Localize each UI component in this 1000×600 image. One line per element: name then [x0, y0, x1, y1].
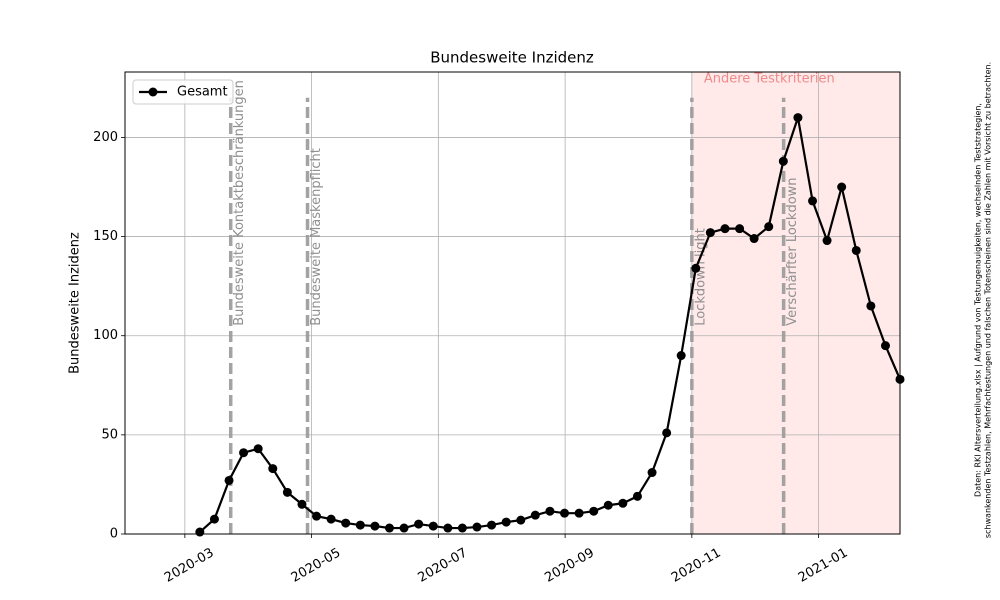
point [764, 222, 774, 232]
y-tick-label: 0 [110, 527, 118, 542]
x-tick-label: 2020-09 [542, 546, 597, 586]
point [851, 245, 861, 255]
point [414, 519, 424, 529]
point [341, 518, 351, 528]
point [880, 341, 890, 351]
point [720, 224, 730, 234]
point [253, 444, 263, 454]
point [574, 508, 584, 518]
y-tick-label: 50 [101, 427, 118, 442]
x-tick-label: 2020-11 [669, 546, 724, 586]
event-label: Bundesweite Maskenpflicht [309, 148, 324, 326]
plot-frame [124, 71, 901, 535]
x-tick-label: 2020-03 [162, 546, 217, 586]
point [326, 514, 336, 524]
point [457, 523, 467, 533]
point [443, 523, 453, 533]
source-note: Daten: RKI Altersverteilung.xlsx | Aufgr… [974, 103, 983, 497]
x-tick-label: 2020-05 [289, 546, 344, 586]
point [647, 468, 657, 478]
point [472, 522, 482, 532]
point [545, 506, 555, 516]
event-label: Lockdown light [693, 228, 708, 326]
point [837, 182, 847, 192]
point [793, 113, 803, 123]
point [195, 527, 205, 537]
point [487, 520, 497, 530]
region-label: Andere Testkriterien [704, 72, 835, 87]
point [603, 500, 613, 510]
y-tick-label: 200 [93, 130, 118, 145]
point [749, 234, 759, 244]
point [662, 428, 672, 438]
event-label: Verschärfter Lockdown [785, 177, 800, 325]
chart-title: Bundesweite Inzidenz [430, 49, 594, 67]
point [618, 498, 628, 508]
point [516, 515, 526, 525]
point [312, 511, 322, 521]
event-label: Bundesweite Kontaktbeschränkungen [232, 80, 247, 326]
point [399, 523, 409, 533]
legend-box [132, 79, 234, 105]
shaded-region [691, 72, 900, 534]
point [268, 464, 278, 474]
source-note: schwankenden Testzahlen, Mehrfachtestung… [984, 62, 993, 538]
point [705, 228, 715, 238]
point [209, 514, 219, 524]
point [282, 487, 292, 497]
point [822, 236, 832, 246]
point [778, 156, 788, 166]
y-axis-label: Bundesweite Inzidenz [68, 232, 83, 374]
point [530, 510, 540, 520]
point [239, 448, 249, 458]
point [691, 263, 701, 273]
point [589, 506, 599, 516]
point [297, 499, 307, 509]
point [355, 520, 365, 530]
point [501, 517, 511, 527]
point [808, 196, 818, 206]
y-tick-label: 100 [93, 328, 118, 343]
point [735, 224, 745, 234]
point [676, 351, 686, 361]
point [866, 301, 876, 311]
legend-marker [148, 87, 158, 97]
point [384, 523, 394, 533]
y-tick-label: 150 [93, 229, 118, 244]
legend-label: Gesamt [177, 85, 228, 100]
point [428, 521, 438, 531]
point [632, 491, 642, 501]
point [224, 475, 234, 485]
point [370, 521, 380, 531]
x-tick-label: 2020-07 [416, 546, 471, 586]
x-tick-label: 2021-01 [796, 546, 851, 586]
point [560, 508, 570, 518]
